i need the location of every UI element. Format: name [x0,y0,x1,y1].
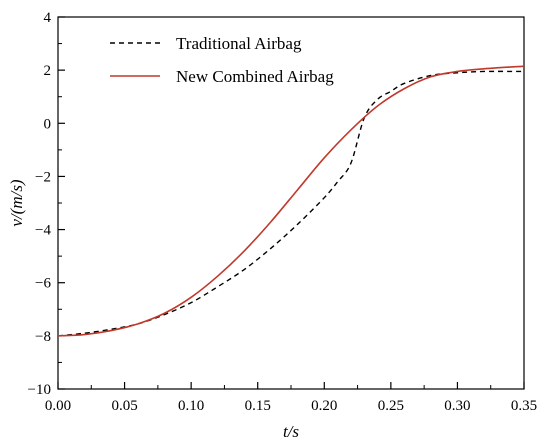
legend: Traditional Airbag New Combined Airbag [110,34,334,86]
y-tick-label: −8 [35,329,51,345]
x-tick-label: 0.15 [245,398,271,414]
y-tick-label: −6 [35,276,51,292]
y-tick-label: 4 [44,10,52,26]
x-tick-label: 0.35 [511,398,537,414]
legend-label-traditional-airbag: Traditional Airbag [176,34,302,53]
y-axis-title: v/(m/s) [7,179,26,227]
x-tick-label: 0.05 [111,398,137,414]
y-tick-label: 2 [44,63,52,79]
y-tick-label: −10 [28,382,51,398]
series-layer [57,65,525,337]
y-tick-label: −4 [35,223,51,239]
x-axis-title: t/s [283,422,299,441]
x-tick-label: 0.00 [45,398,71,414]
x-tick-label: 0.30 [444,398,470,414]
series-line-traditional-airbag [57,70,525,337]
y-tick-label: −2 [35,169,51,185]
x-tick-label: 0.20 [311,398,337,414]
legend-label-new-combined-airbag: New Combined Airbag [176,67,334,86]
series-line-new-combined-airbag [57,65,525,337]
x-tick-label: 0.25 [378,398,404,414]
ticks-layer: 0.00 0.05 0.10 0.15 0.20 0.25 0.30 0.35 −10 −8 −6 −… [28,10,538,414]
x-tick-label: 0.10 [178,398,204,414]
y-tick-label: 0 [44,116,52,132]
